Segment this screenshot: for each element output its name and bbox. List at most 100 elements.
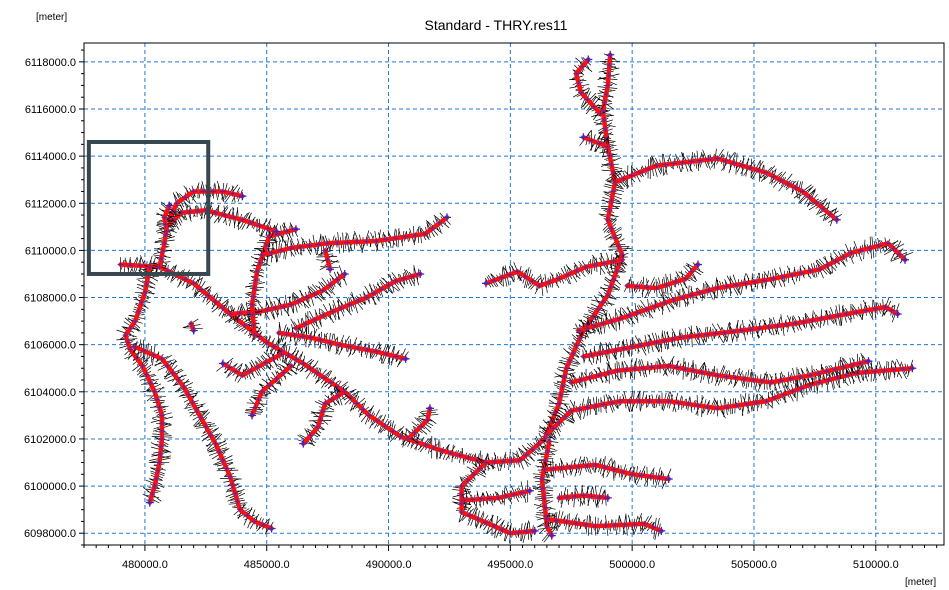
river-branch <box>161 180 247 223</box>
channel-line <box>259 215 450 258</box>
branch-end-marker <box>326 265 335 274</box>
plot-frame <box>83 42 945 546</box>
y-tick-label: 6102000.0 <box>24 434 76 446</box>
grid-point-markers <box>543 516 656 531</box>
branch-end-marker <box>165 201 174 210</box>
branch-end-marker <box>416 269 425 278</box>
x-axis-unit-label: [meter] <box>905 577 936 588</box>
river-branch <box>575 236 914 340</box>
chart-title: Standard - THRY.res11 <box>425 17 568 33</box>
branch-end-marker <box>664 475 673 484</box>
grid-point-markers <box>117 62 626 466</box>
branch-end-marker <box>189 326 198 335</box>
y-tick-label: 6114000.0 <box>25 151 76 163</box>
branch-end-marker <box>218 359 227 368</box>
branch-end-marker <box>248 411 257 420</box>
grid-point-markers <box>624 268 695 292</box>
y-tick-label: 6108000.0 <box>24 293 76 305</box>
river-branch <box>541 358 917 439</box>
y-tick-label: 6116000.0 <box>25 104 76 116</box>
branch-end-marker <box>901 255 910 264</box>
grid-point-markers <box>258 219 443 259</box>
river-branch <box>543 510 666 541</box>
cross-section-lines <box>260 212 451 265</box>
y-axis-unit-label: [meter] <box>36 12 67 23</box>
grid-point-markers <box>252 362 295 411</box>
river-branch <box>569 55 610 121</box>
grid-point-markers <box>275 329 399 360</box>
y-tick-label: 6098000.0 <box>24 528 76 540</box>
branch-end-marker <box>657 526 666 535</box>
river-branch <box>258 212 452 265</box>
river-branch <box>150 201 281 270</box>
river-branch <box>316 245 340 274</box>
channel-line <box>625 262 701 291</box>
grid-point-markers <box>541 461 663 481</box>
river-branch <box>132 339 276 535</box>
x-tick-label: 500000.0 <box>609 559 655 571</box>
branch-end-marker <box>425 404 434 413</box>
y-tick-label: 6112000.0 <box>25 198 76 210</box>
branch-end-marker <box>584 55 593 64</box>
y-tick-label: 6118000.0 <box>25 57 76 69</box>
channel-line <box>123 264 165 505</box>
branch-end-marker <box>145 498 154 507</box>
river-branch <box>579 130 611 157</box>
grid-point-markers <box>161 214 170 235</box>
river-branch <box>556 484 612 508</box>
river-branch <box>275 321 410 368</box>
x-tick-label: 485000.0 <box>244 559 290 571</box>
grid-point-markers <box>307 388 348 439</box>
y-tick-label: 6110000.0 <box>25 245 76 257</box>
river-branch <box>540 456 673 489</box>
branch-end-marker <box>291 225 300 234</box>
branch-end-marker <box>530 526 539 535</box>
grid-point-markers <box>322 247 331 263</box>
river-branch <box>216 349 285 383</box>
y-tick-label: 6104000.0 <box>24 387 76 399</box>
river-branch <box>290 265 425 338</box>
grid-point-markers <box>166 188 236 223</box>
branch-end-marker <box>443 213 452 222</box>
x-tick-label: 495000.0 <box>487 559 533 571</box>
river-branch <box>461 480 534 510</box>
grid-point-markers <box>612 155 833 218</box>
grid-point-markers <box>588 137 611 150</box>
river-branch <box>610 148 842 227</box>
branch-end-marker <box>272 227 281 236</box>
grid-point-markers <box>490 256 626 289</box>
river-branch <box>568 352 873 392</box>
highlight-box <box>86 139 211 276</box>
river-branch <box>532 438 559 543</box>
cross-section-lines <box>540 456 672 489</box>
grid-point-markers <box>293 273 416 332</box>
branch-end-marker <box>579 133 588 142</box>
tick-layer: 480000.0 485000.0 490000.0 495000.0 500000.0… <box>24 49 938 571</box>
river-branch <box>116 263 174 507</box>
channel-line <box>220 351 284 378</box>
river-branch <box>182 318 203 335</box>
river-branch <box>623 260 704 299</box>
branch-end-marker <box>864 357 873 366</box>
branch-end-marker <box>299 439 308 448</box>
river-branch <box>297 385 352 448</box>
branch-end-marker <box>267 524 276 533</box>
grid-point-markers <box>573 63 604 117</box>
grid-point-markers <box>122 263 165 498</box>
grid-point-markers <box>575 240 903 334</box>
y-tick-label: 6106000.0 <box>24 340 76 352</box>
grid-point-markers <box>461 489 525 504</box>
river-branch <box>452 456 539 544</box>
channel-line <box>276 330 408 362</box>
grid-point-markers <box>580 304 895 360</box>
branch-end-marker <box>547 531 556 540</box>
river-branch <box>244 359 299 420</box>
branch-end-marker <box>340 269 349 278</box>
grid-point-markers <box>458 459 530 537</box>
cross-section-lines <box>116 265 174 504</box>
grid-point-markers <box>188 320 195 327</box>
x-tick-label: 505000.0 <box>731 559 777 571</box>
branch-end-marker <box>481 279 490 288</box>
